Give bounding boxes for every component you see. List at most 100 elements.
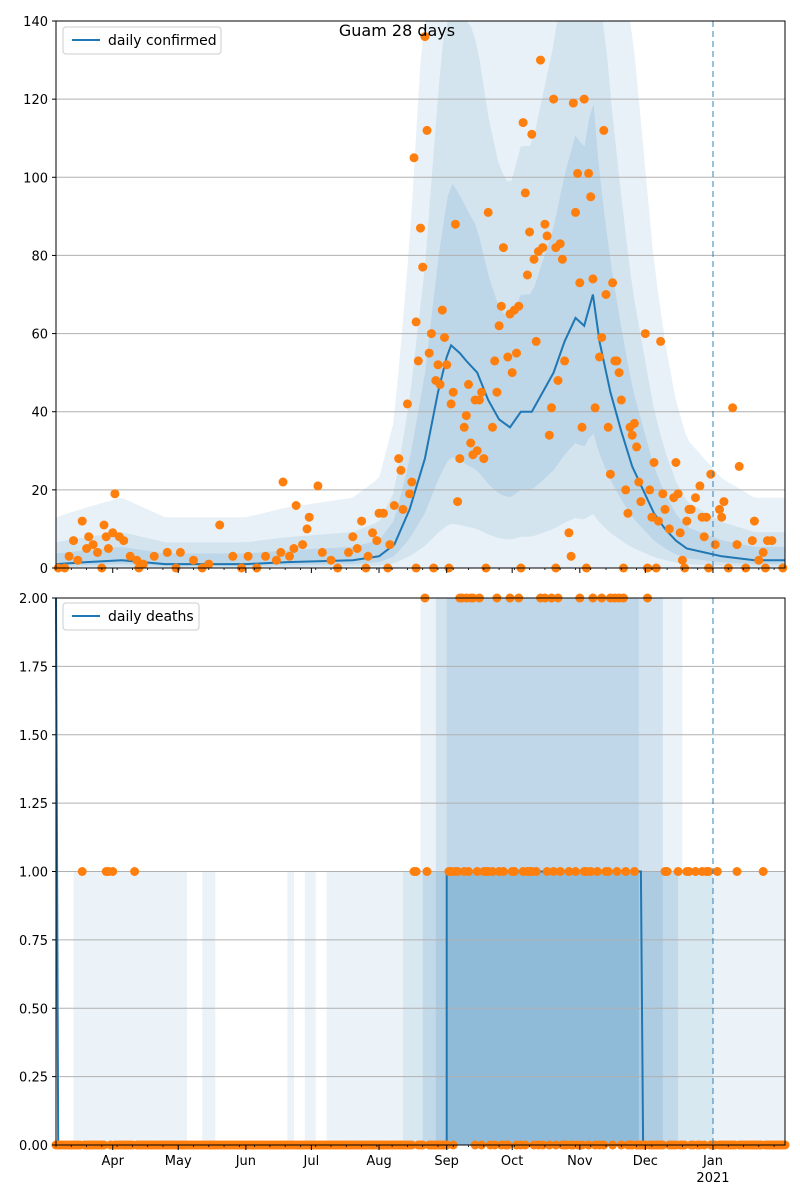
observed-point (649, 458, 659, 467)
observed-point (706, 469, 716, 479)
observed-point (701, 512, 711, 522)
confirmed-axes: 0 20 40 60 80 100 120 140 (23, 15, 786, 577)
axes-frame (55, 20, 786, 569)
observed-point (715, 504, 724, 514)
observed-point (477, 387, 487, 397)
observed-point (623, 508, 633, 518)
observed-point (719, 497, 729, 507)
y-tick-label: 20 (31, 484, 48, 499)
observed-point (189, 555, 198, 565)
observed-point (586, 867, 596, 876)
legend-box (62, 602, 200, 631)
observed-point (547, 403, 556, 413)
observed-point (531, 867, 541, 876)
observed-point (571, 867, 580, 876)
observed-point (656, 336, 666, 346)
observed-point (544, 430, 554, 440)
observed-point (302, 524, 312, 534)
observed-point (538, 243, 548, 253)
observed-point (130, 867, 140, 876)
observed-point (584, 168, 594, 178)
observed-point (542, 867, 552, 876)
observed-point (492, 387, 502, 397)
x-month-label: Nov (567, 1154, 593, 1169)
observed-point (568, 98, 578, 108)
y-tick-label: 120 (23, 93, 48, 108)
observed-point (621, 485, 631, 495)
y-tick-label: 0.50 (19, 1002, 48, 1017)
y-tick-label: 1.75 (19, 660, 48, 675)
observed-point (514, 301, 524, 311)
observed-point (605, 469, 615, 479)
observed-point (411, 317, 421, 327)
observed-point (101, 532, 111, 542)
observed-point (671, 458, 681, 467)
confirmed-uncertainty-bands (56, 21, 785, 568)
observed-point (664, 524, 674, 534)
observed-point (110, 489, 120, 499)
observed-point (119, 536, 129, 546)
observed-point (466, 438, 476, 448)
observed-point (398, 504, 408, 514)
observed-point (304, 512, 314, 522)
observed-point (276, 547, 286, 557)
observed-point (640, 329, 650, 339)
observed-point (614, 368, 624, 378)
observed-point (494, 321, 504, 331)
observed-point (682, 516, 692, 526)
observed-point (616, 395, 626, 405)
observed-point (363, 551, 373, 561)
observed-point (566, 551, 576, 561)
x-month-label: Jan (702, 1154, 723, 1169)
observed-point (560, 356, 570, 366)
x-month-label: Jul (303, 1154, 320, 1169)
observed-point (627, 430, 637, 440)
legend-label-deaths: daily deaths (108, 609, 194, 625)
legend-box (62, 26, 222, 55)
observed-point (632, 442, 642, 452)
observed-point (603, 867, 613, 876)
y-tick-label: 0.25 (19, 1071, 48, 1086)
y-tick-label: 100 (23, 171, 48, 186)
observed-point (577, 422, 587, 432)
observed-point (758, 867, 768, 876)
observed-point (754, 555, 764, 565)
observed-point (573, 168, 583, 178)
observed-point (658, 489, 668, 499)
observed-point (704, 867, 714, 876)
observed-point (344, 547, 353, 557)
observed-point (527, 129, 537, 139)
observed-point (612, 867, 622, 876)
y-tick-label: 0.75 (19, 934, 48, 949)
observed-point (612, 356, 622, 366)
observed-point (608, 278, 618, 288)
observed-point (490, 356, 500, 366)
x-month-label: Oct (501, 1154, 523, 1169)
observed-point (712, 867, 722, 876)
observed-point (636, 497, 646, 507)
observed-point (424, 348, 434, 358)
observed-point (662, 867, 672, 876)
observed-point (601, 290, 611, 299)
figure-title: Guam 28 days (339, 21, 455, 40)
observed-point (416, 223, 425, 233)
y-tick-label: 0.00 (19, 1139, 48, 1154)
observed-point (767, 536, 777, 546)
observed-point (599, 125, 609, 135)
observed-point (496, 301, 506, 311)
observed-point (677, 555, 687, 565)
observed-point (531, 336, 541, 346)
panel-deaths: 0.00 0.25 0.50 0.75 1.00 1.25 1.50 1.75 2.00 Apr M… (19, 592, 790, 1186)
observed-point (597, 333, 607, 342)
uncertainty-band (56, 103, 785, 567)
observed-point (586, 192, 596, 202)
x-month-label: Sep (434, 1154, 459, 1169)
observed-point (518, 118, 528, 128)
observed-point (461, 411, 471, 421)
observed-point (488, 867, 497, 876)
observed-point (278, 477, 288, 487)
observed-point (326, 555, 336, 565)
observed-point (435, 379, 445, 389)
